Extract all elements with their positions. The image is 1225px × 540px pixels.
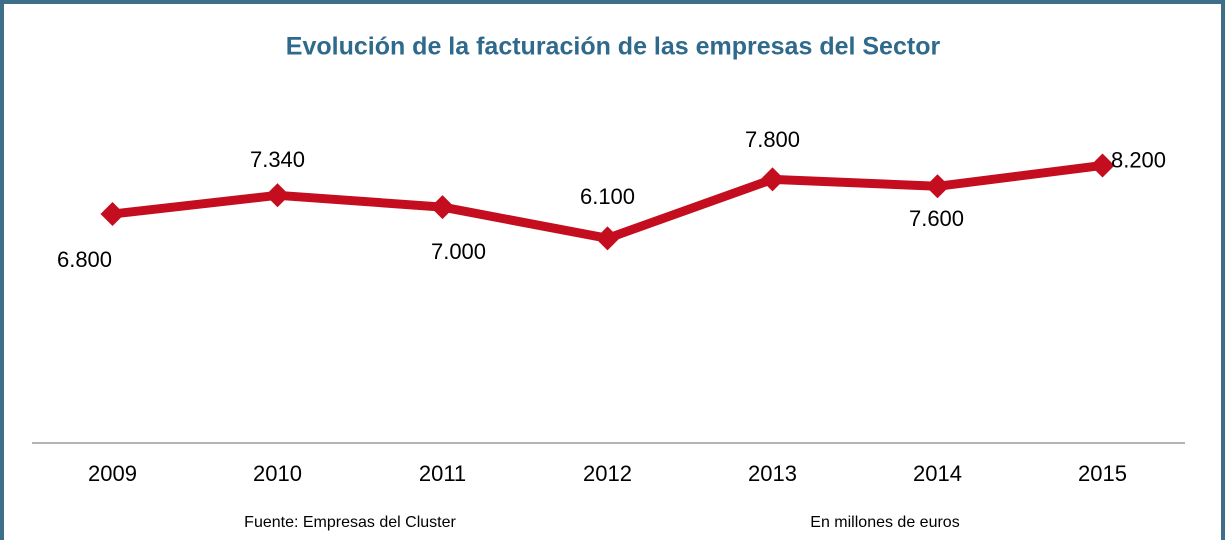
marker bbox=[265, 183, 290, 208]
x-tick-label: 2013 bbox=[748, 461, 797, 486]
data-label: 8.200 bbox=[1111, 147, 1166, 172]
marker bbox=[430, 195, 455, 220]
marker bbox=[760, 167, 785, 192]
marker bbox=[925, 174, 950, 199]
data-label: 7.000 bbox=[431, 239, 486, 264]
x-tick-label: 2009 bbox=[88, 461, 137, 486]
marker bbox=[595, 226, 620, 251]
x-tick-label: 2011 bbox=[419, 461, 466, 486]
data-label: 7.600 bbox=[909, 206, 964, 231]
x-tick-label: 2014 bbox=[913, 461, 962, 486]
data-label: 7.800 bbox=[745, 127, 800, 152]
x-tick-label: 2012 bbox=[583, 461, 632, 486]
marker bbox=[1090, 153, 1115, 178]
chart-title: Evolución de la facturación de las empre… bbox=[286, 33, 941, 61]
data-label: 6.800 bbox=[57, 247, 112, 272]
data-label: 7.340 bbox=[250, 147, 305, 172]
x-tick-label: 2015 bbox=[1078, 461, 1127, 486]
marker bbox=[100, 202, 125, 227]
data-label: 6.100 bbox=[580, 184, 635, 209]
units-note: En millones de euros bbox=[810, 514, 959, 531]
source-note: Fuente: Empresas del Cluster bbox=[244, 514, 456, 531]
x-tick-label: 2010 bbox=[253, 461, 302, 486]
